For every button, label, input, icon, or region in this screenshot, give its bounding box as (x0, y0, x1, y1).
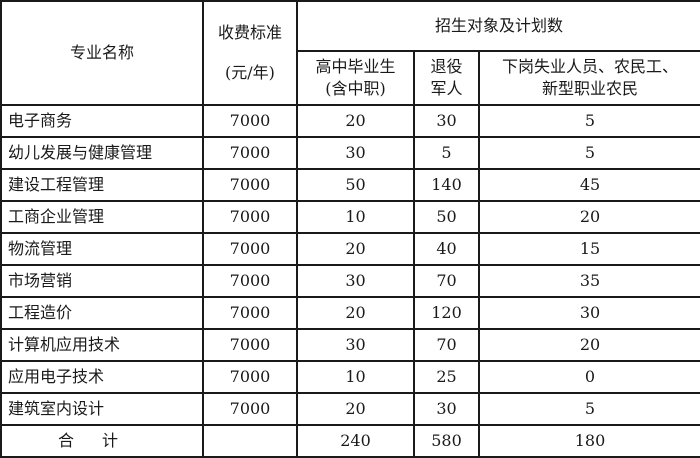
table-row: 建筑室内设计 7000 20 30 5 (0, 392, 700, 426)
cell-other: 15 (477, 232, 700, 266)
table-row: 计算机应用技术 7000 30 70 20 (0, 328, 700, 362)
cell-other: 5 (477, 392, 700, 426)
cell-other: 5 (477, 104, 700, 138)
total-highschool: 240 (296, 424, 415, 458)
header-major-name: 专业名称 (0, 0, 204, 106)
cell-fee: 7000 (202, 104, 298, 138)
cell-highschool: 30 (296, 136, 415, 170)
table-row: 工程造价 7000 20 120 30 (0, 296, 700, 330)
total-row: 合计 240 580 180 (0, 424, 700, 458)
cell-name: 工程造价 (0, 296, 204, 330)
table-row: 物流管理 7000 20 40 15 (0, 232, 700, 266)
cell-name: 建筑室内设计 (0, 392, 204, 426)
cell-highschool: 50 (296, 168, 415, 202)
header-other: 下岗失业人员、农民工、 新型职业农民 (477, 50, 700, 106)
cell-name: 物流管理 (0, 232, 204, 266)
cell-highschool: 30 (296, 264, 415, 298)
header-highschool-line2: (含中职) (325, 79, 386, 98)
header-veteran-line2: 军人 (430, 79, 463, 98)
cell-fee: 7000 (202, 296, 298, 330)
table-row: 幼儿发展与健康管理 7000 30 5 5 (0, 136, 700, 170)
cell-veteran: 30 (413, 104, 480, 138)
cell-name: 市场营销 (0, 264, 204, 298)
cell-highschool: 10 (296, 200, 415, 234)
table-row: 应用电子技术 7000 10 25 0 (0, 360, 700, 394)
header-fee-line1: 收费标准 (217, 23, 282, 42)
cell-other: 45 (477, 168, 700, 202)
cell-fee: 7000 (202, 232, 298, 266)
table-row: 工商企业管理 7000 10 50 20 (0, 200, 700, 234)
cell-name: 计算机应用技术 (0, 328, 204, 362)
cell-highschool: 30 (296, 328, 415, 362)
cell-highschool: 20 (296, 296, 415, 330)
cell-fee: 7000 (202, 392, 298, 426)
total-label-text: 合计 (57, 431, 146, 450)
cell-veteran: 30 (413, 392, 480, 426)
header-other-line1: 下岗失业人员、农民工、 (502, 57, 679, 76)
cell-highschool: 20 (296, 104, 415, 138)
header-fee: 收费标准 (元/年) (202, 0, 298, 106)
header-row-1: 专业名称 收费标准 (元/年) 招生对象及计划数 (0, 0, 700, 106)
cell-fee: 7000 (202, 200, 298, 234)
cell-veteran: 50 (413, 200, 480, 234)
total-veteran: 580 (413, 424, 480, 458)
header-highschool: 高中毕业生 (含中职) (296, 50, 415, 106)
cell-veteran: 120 (413, 296, 480, 330)
table-row: 市场营销 7000 30 70 35 (0, 264, 700, 298)
cell-highschool: 20 (296, 392, 415, 426)
header-other-line2: 新型职业农民 (542, 79, 639, 98)
cell-veteran: 140 (413, 168, 480, 202)
table-row: 电子商务 7000 20 30 5 (0, 104, 700, 138)
cell-highschool: 20 (296, 232, 415, 266)
cell-highschool: 10 (296, 360, 415, 394)
cell-other: 30 (477, 296, 700, 330)
cell-other: 5 (477, 136, 700, 170)
cell-name: 应用电子技术 (0, 360, 204, 394)
cell-fee: 7000 (202, 264, 298, 298)
total-other: 180 (477, 424, 700, 458)
cell-veteran: 40 (413, 232, 480, 266)
total-fee (202, 424, 298, 458)
cell-name: 工商企业管理 (0, 200, 204, 234)
cell-fee: 7000 (202, 136, 298, 170)
header-veteran-line1: 退役 (430, 57, 463, 76)
cell-other: 20 (477, 200, 700, 234)
cell-other: 0 (477, 360, 700, 394)
header-fee-line2: (元/年) (225, 63, 275, 82)
cell-other: 20 (477, 328, 700, 362)
total-label: 合计 (0, 424, 204, 458)
cell-veteran: 5 (413, 136, 480, 170)
cell-veteran: 70 (413, 264, 480, 298)
cell-name: 建设工程管理 (0, 168, 204, 202)
cell-fee: 7000 (202, 168, 298, 202)
header-highschool-line1: 高中毕业生 (315, 57, 396, 76)
table-row: 建设工程管理 7000 50 140 45 (0, 168, 700, 202)
header-plan-group: 招生对象及计划数 (295, 0, 700, 52)
cell-fee: 7000 (202, 360, 298, 394)
cell-veteran: 25 (413, 360, 480, 394)
header-veteran: 退役 军人 (413, 50, 480, 106)
cell-name: 幼儿发展与健康管理 (0, 136, 204, 170)
cell-name: 电子商务 (0, 104, 204, 138)
cell-other: 35 (477, 264, 700, 298)
cell-veteran: 70 (413, 328, 480, 362)
header-row-2: 高中毕业生 (含中职) 退役军人 下岗失业人员、农民工、 新型职业农民 (1, 50, 700, 106)
cell-fee: 7000 (202, 328, 298, 362)
